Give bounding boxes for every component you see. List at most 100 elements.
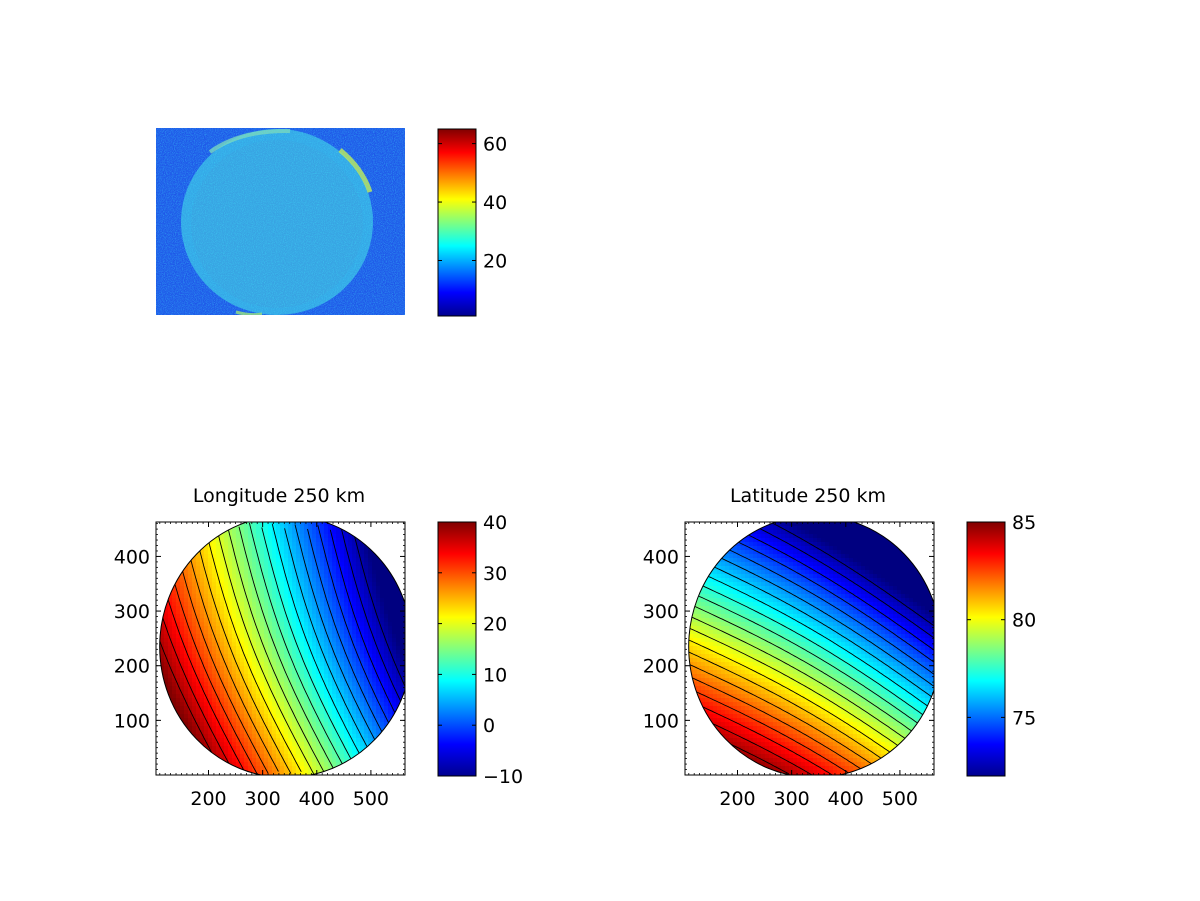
field-cell (300, 698, 305, 703)
field-cell (316, 690, 321, 695)
field-cell (785, 534, 790, 539)
field-cell (809, 522, 814, 527)
field-cell (212, 526, 217, 531)
field-cell (356, 742, 361, 747)
field-cell (356, 562, 361, 567)
field-cell (208, 574, 213, 579)
field-cell (360, 590, 365, 595)
field-cell (264, 582, 269, 587)
field-cell (380, 698, 385, 703)
field-cell (316, 634, 321, 639)
field-cell (276, 542, 281, 547)
field-cell (276, 686, 281, 691)
field-cell (244, 626, 249, 631)
field-cell (292, 594, 297, 599)
field-cell (889, 554, 894, 559)
field-cell (252, 686, 257, 691)
field-cell (320, 678, 325, 683)
field-cell (212, 646, 217, 651)
field-cell (336, 554, 341, 559)
field-cell (364, 650, 369, 655)
field-cell (200, 750, 205, 755)
field-cell (296, 610, 301, 615)
field-cell (264, 734, 269, 739)
field-cell (280, 770, 285, 775)
field-cell (276, 714, 281, 719)
field-cell (400, 618, 405, 623)
field-cell (200, 702, 205, 707)
field-cell (216, 734, 221, 739)
field-cell (889, 542, 894, 547)
field-cell (256, 650, 261, 655)
field-cell (172, 654, 177, 659)
field-cell (280, 702, 285, 707)
field-cell (280, 746, 285, 751)
field-cell (164, 606, 169, 611)
field-cell (172, 670, 177, 675)
field-cell (224, 658, 229, 663)
field-cell (396, 534, 401, 539)
field-cell (340, 618, 345, 623)
field-cell (224, 694, 229, 699)
field-cell (857, 526, 862, 531)
field-cell (244, 734, 249, 739)
field-cell (833, 546, 838, 551)
field-cell (705, 554, 710, 559)
field-cell (873, 530, 878, 535)
field-cell (252, 762, 257, 767)
field-cell (348, 630, 353, 635)
field-cell (244, 694, 249, 699)
field-cell (296, 582, 301, 587)
field-cell (172, 562, 177, 567)
field-cell (244, 666, 249, 671)
field-cell (292, 682, 297, 687)
field-cell (168, 710, 173, 715)
field-cell (200, 714, 205, 719)
field-cell (200, 646, 205, 651)
field-cell (885, 554, 890, 559)
field-cell (268, 614, 273, 619)
field-cell (220, 726, 225, 731)
field-cell (396, 586, 401, 591)
field-cell (324, 646, 329, 651)
field-cell (280, 738, 285, 743)
field-cell (356, 706, 361, 711)
field-cell (280, 622, 285, 627)
field-cell (240, 622, 245, 627)
field-cell (368, 554, 373, 559)
field-cell (268, 522, 273, 527)
field-cell (376, 586, 381, 591)
field-cell (352, 694, 357, 699)
field-cell (228, 662, 233, 667)
field-cell (248, 554, 253, 559)
field-cell (821, 554, 826, 559)
field-cell (364, 570, 369, 575)
field-cell (308, 578, 313, 583)
field-cell (260, 550, 265, 555)
field-cell (232, 674, 237, 679)
field-cell (236, 590, 241, 595)
field-cell (288, 714, 293, 719)
field-cell (172, 538, 177, 543)
field-cell (228, 558, 233, 563)
field-cell (701, 538, 706, 543)
field-cell (264, 578, 269, 583)
field-cell (272, 730, 277, 735)
field-cell (364, 566, 369, 571)
field-cell (300, 714, 305, 719)
field-cell (248, 646, 253, 651)
field-cell (168, 578, 173, 583)
field-cell (184, 522, 189, 527)
field-cell (228, 574, 233, 579)
field-cell (296, 690, 301, 695)
field-cell (188, 742, 193, 747)
field-cell (240, 558, 245, 563)
field-cell (336, 562, 341, 567)
field-cell (725, 542, 730, 547)
field-cell (380, 746, 385, 751)
field-cell (256, 558, 261, 563)
field-cell (376, 550, 381, 555)
field-cell (384, 646, 389, 651)
field-cell (252, 654, 257, 659)
field-cell (392, 762, 397, 767)
